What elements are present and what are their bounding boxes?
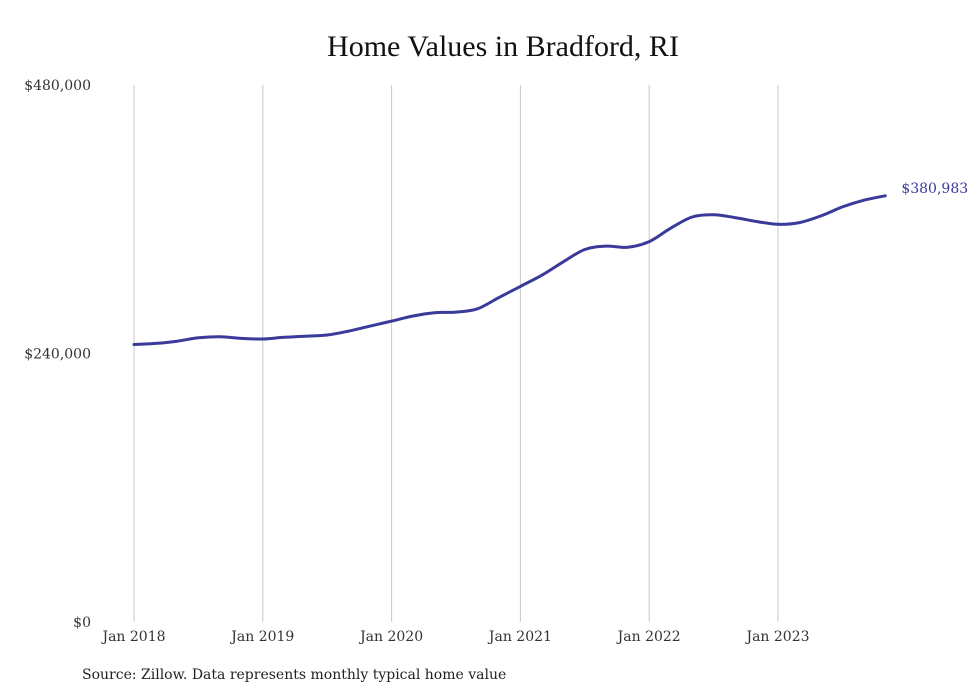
x-tick-label: Jan 2021 xyxy=(487,629,552,645)
x-tick-label: Jan 2020 xyxy=(358,629,423,645)
y-tick-label: $0 xyxy=(73,615,91,631)
x-tick-label: Jan 2023 xyxy=(744,629,809,645)
x-tick-label: Jan 2019 xyxy=(229,629,294,645)
x-tick-label: Jan 2022 xyxy=(616,629,681,645)
source-note: Source: Zillow. Data represents monthly … xyxy=(82,667,507,683)
x-tick-label: Jan 2018 xyxy=(100,629,165,645)
y-tick-label: $480,000 xyxy=(24,78,91,94)
series-line xyxy=(132,194,887,346)
chart-title: Home Values in Bradford, RI xyxy=(327,30,679,63)
y-tick-label: $240,000 xyxy=(24,347,91,363)
end-value-label: $380,983 xyxy=(901,181,968,197)
